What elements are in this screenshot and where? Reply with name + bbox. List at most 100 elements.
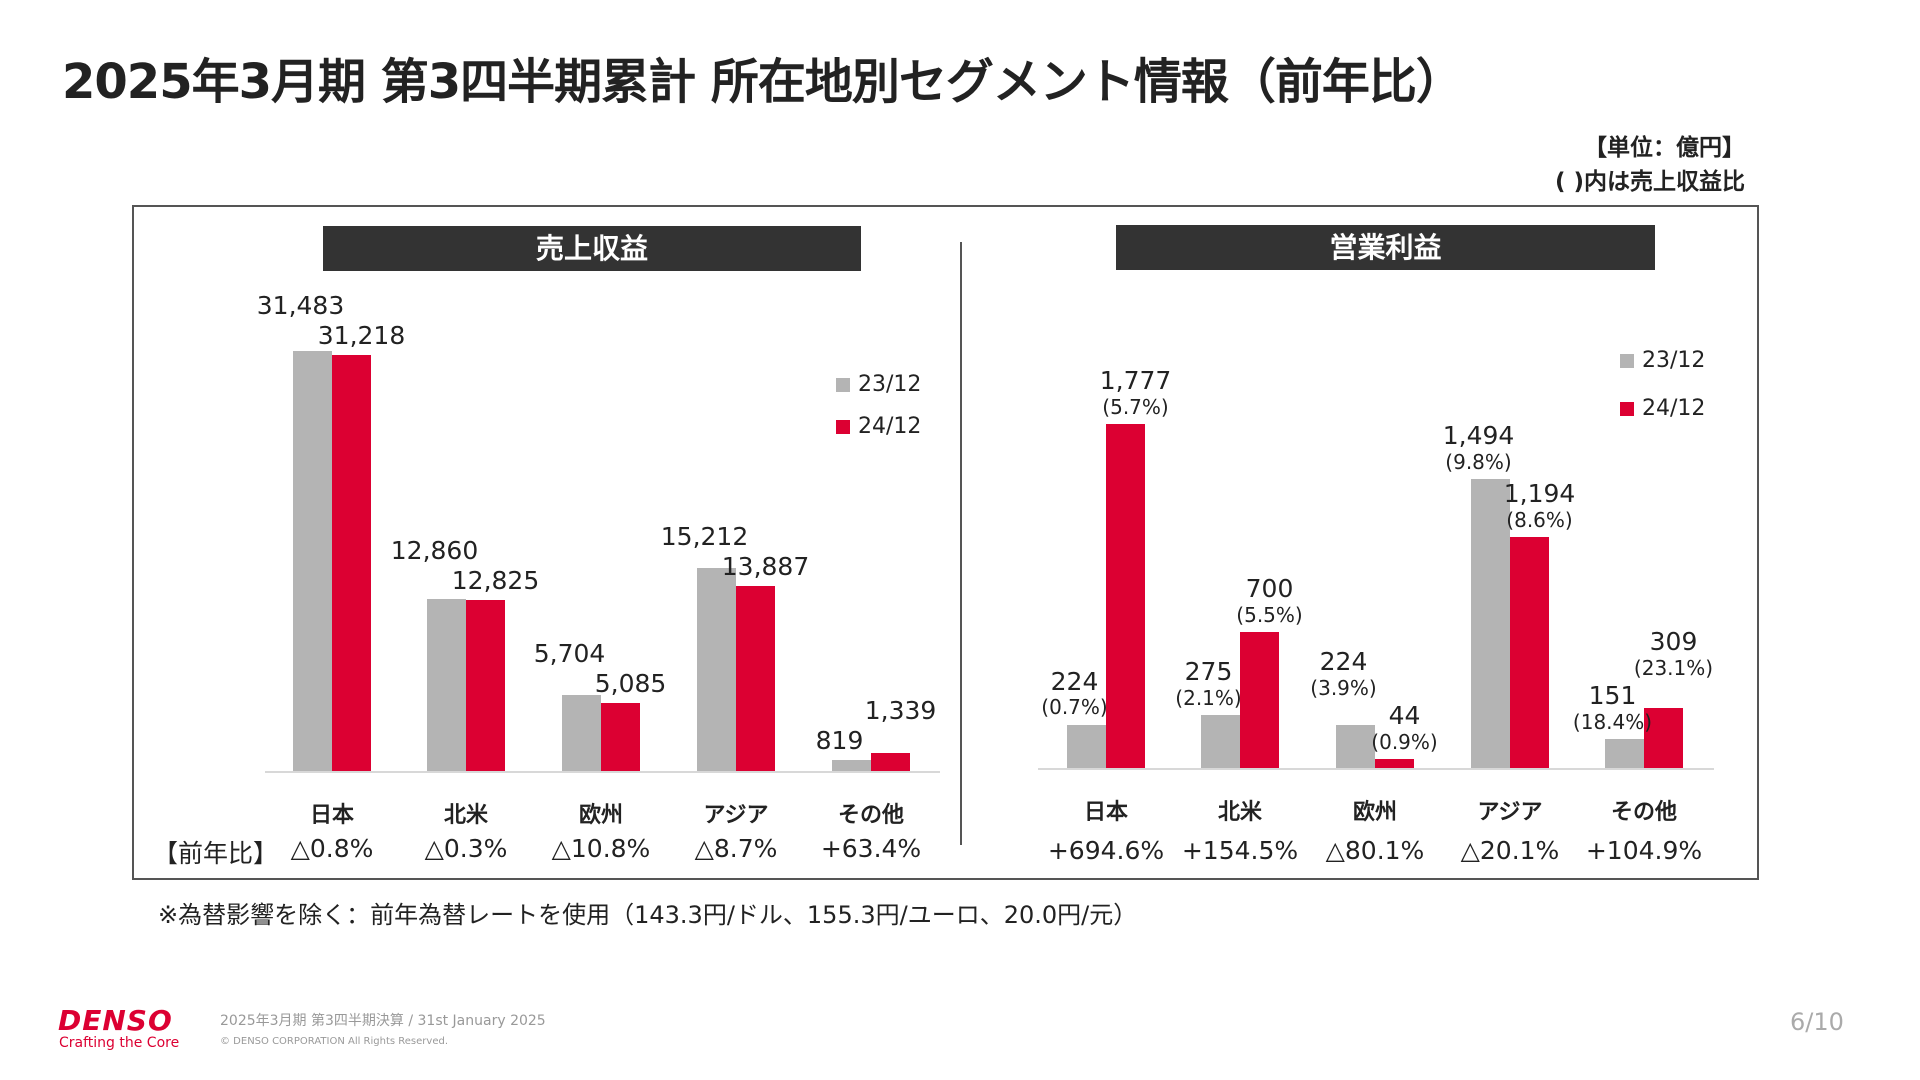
- bar-24-12: [466, 599, 505, 771]
- data-label: 5,704: [533, 639, 606, 669]
- yoy-value: +104.9%: [1585, 836, 1703, 865]
- category-label: 日本: [309, 803, 355, 828]
- page-number: 6/10: [1790, 1008, 1844, 1036]
- bar-24-12: [1106, 424, 1145, 768]
- value-label: 309: [1649, 626, 1698, 656]
- chart-divider: [960, 242, 962, 845]
- yoy-value: +154.5%: [1181, 836, 1299, 865]
- category-label: アジア: [703, 803, 769, 828]
- bar-23-12: [1336, 724, 1375, 768]
- data-label: 1,494 (9.8%): [1442, 420, 1515, 474]
- legend-label: 24/12: [1642, 396, 1706, 421]
- yoy-value: +694.6%: [1047, 836, 1165, 865]
- ratio-label: (2.1%): [1175, 685, 1242, 710]
- logo-tagline: Crafting the Core: [59, 1035, 180, 1051]
- bar-23-12: [1201, 714, 1240, 768]
- value-label: 1,494: [1442, 420, 1515, 450]
- category-label: その他: [1610, 800, 1678, 825]
- data-label: 1,777 (5.7%): [1099, 366, 1172, 419]
- yoy-value: △10.8%: [551, 834, 651, 863]
- value-label: 5,704: [533, 639, 606, 669]
- value-label: 13,887: [721, 551, 810, 581]
- category-label: その他: [837, 803, 905, 828]
- data-label: 224 (0.7%): [1041, 666, 1108, 720]
- bar-24-12: [871, 753, 910, 771]
- legend-swatch: [836, 419, 850, 434]
- category-label: アジア: [1477, 800, 1543, 825]
- legend-item: 23/12: [1620, 348, 1705, 373]
- ratio-label: (0.9%): [1371, 730, 1438, 755]
- bar-24-12: [601, 703, 640, 771]
- unit-label: 【単位：億円】: [1584, 135, 1745, 161]
- ratio-label: (0.7%): [1041, 695, 1108, 720]
- bar-23-12: [832, 760, 871, 771]
- bar-23-12: [697, 568, 736, 771]
- value-label: 12,825: [451, 565, 540, 595]
- bar-23-12: [427, 599, 466, 771]
- value-label: 1,339: [864, 696, 937, 726]
- yoy-value: △0.3%: [424, 834, 508, 863]
- legend-label: 24/12: [858, 414, 922, 439]
- data-label: 819: [815, 726, 864, 756]
- ratio-label: (5.5%): [1236, 603, 1303, 628]
- data-label: 309 (23.1%): [1633, 626, 1714, 680]
- footer-event: 2025年3月期 第3四半期決算 / 31st January 2025: [220, 1013, 546, 1029]
- data-label: 151 (18.4%): [1572, 680, 1653, 734]
- value-label: 5,085: [594, 669, 667, 699]
- legend-label: 23/12: [858, 372, 922, 397]
- legend-label: 23/12: [1642, 348, 1706, 373]
- value-label: 819: [815, 726, 864, 756]
- data-label: 31,218: [317, 320, 406, 351]
- legend-swatch: [836, 377, 850, 392]
- value-label: 151: [1588, 680, 1637, 710]
- bar-24-12: [332, 354, 371, 771]
- page-title: 2025年3月期 第3四半期累計 所在地別セグメント情報（前年比）: [62, 54, 1464, 110]
- value-label: 1,194: [1503, 478, 1576, 508]
- data-label: 13,887: [721, 551, 810, 582]
- data-label: 12,825: [451, 565, 540, 596]
- value-label: 44: [1388, 701, 1421, 731]
- bar-24-12: [1375, 759, 1414, 768]
- category-label: 日本: [1083, 800, 1129, 825]
- bar-23-12: [1067, 724, 1106, 768]
- chart-frame: [132, 205, 1759, 880]
- bar-24-12: [1240, 632, 1279, 768]
- value-label: 1,777: [1099, 366, 1172, 395]
- data-label: 12,860: [390, 535, 479, 566]
- legend-item: 23/12: [836, 372, 921, 397]
- data-label: 700 (5.5%): [1236, 575, 1302, 627]
- data-label: 31,483: [256, 290, 345, 321]
- ratio-label: (18.4%): [1572, 709, 1653, 734]
- value-label: 224: [1319, 647, 1368, 677]
- bar-23-12: [562, 694, 601, 771]
- ratio-label: (23.1%): [1633, 655, 1714, 680]
- bar-23-12: [293, 351, 332, 771]
- yoy-label: 【前年比】: [153, 839, 279, 868]
- category-label: 北米: [443, 803, 489, 828]
- ratio-note: ( )内は売上収益比: [1554, 169, 1745, 195]
- footer-copyright: © DENSO CORPORATION All Rights Reserved.: [220, 1036, 448, 1047]
- x-axis-baseline: [265, 771, 940, 773]
- data-label: 1,339: [864, 696, 937, 726]
- bar-24-12: [1510, 536, 1549, 768]
- bar-23-12: [1605, 738, 1644, 768]
- yoy-value: △0.8%: [290, 834, 374, 863]
- data-label: 15,212: [660, 521, 749, 552]
- value-label: 224: [1050, 666, 1099, 696]
- value-label: 31,218: [317, 320, 406, 350]
- data-label: 1,194 (8.6%): [1503, 478, 1576, 532]
- ratio-label: (8.6%): [1506, 507, 1573, 532]
- value-label: 15,212: [660, 521, 749, 551]
- value-label: 275: [1184, 656, 1233, 686]
- data-label: 44 (0.9%): [1371, 702, 1437, 754]
- x-axis-baseline: [1038, 768, 1714, 770]
- category-label: 欧州: [1352, 800, 1398, 825]
- fx-note: ※為替影響を除く：前年為替レートを使用（143.3円/ドル、155.3円/ユーロ…: [158, 901, 1138, 929]
- value-label: 31,483: [256, 290, 345, 320]
- value-label: 12,860: [390, 535, 479, 565]
- denso-logo: DENSO: [58, 1004, 173, 1037]
- revenue-chart-title: 売上収益: [323, 226, 861, 271]
- ratio-label: (9.8%): [1445, 449, 1512, 474]
- category-label: 欧州: [578, 803, 624, 828]
- yoy-value: △20.1%: [1460, 836, 1560, 865]
